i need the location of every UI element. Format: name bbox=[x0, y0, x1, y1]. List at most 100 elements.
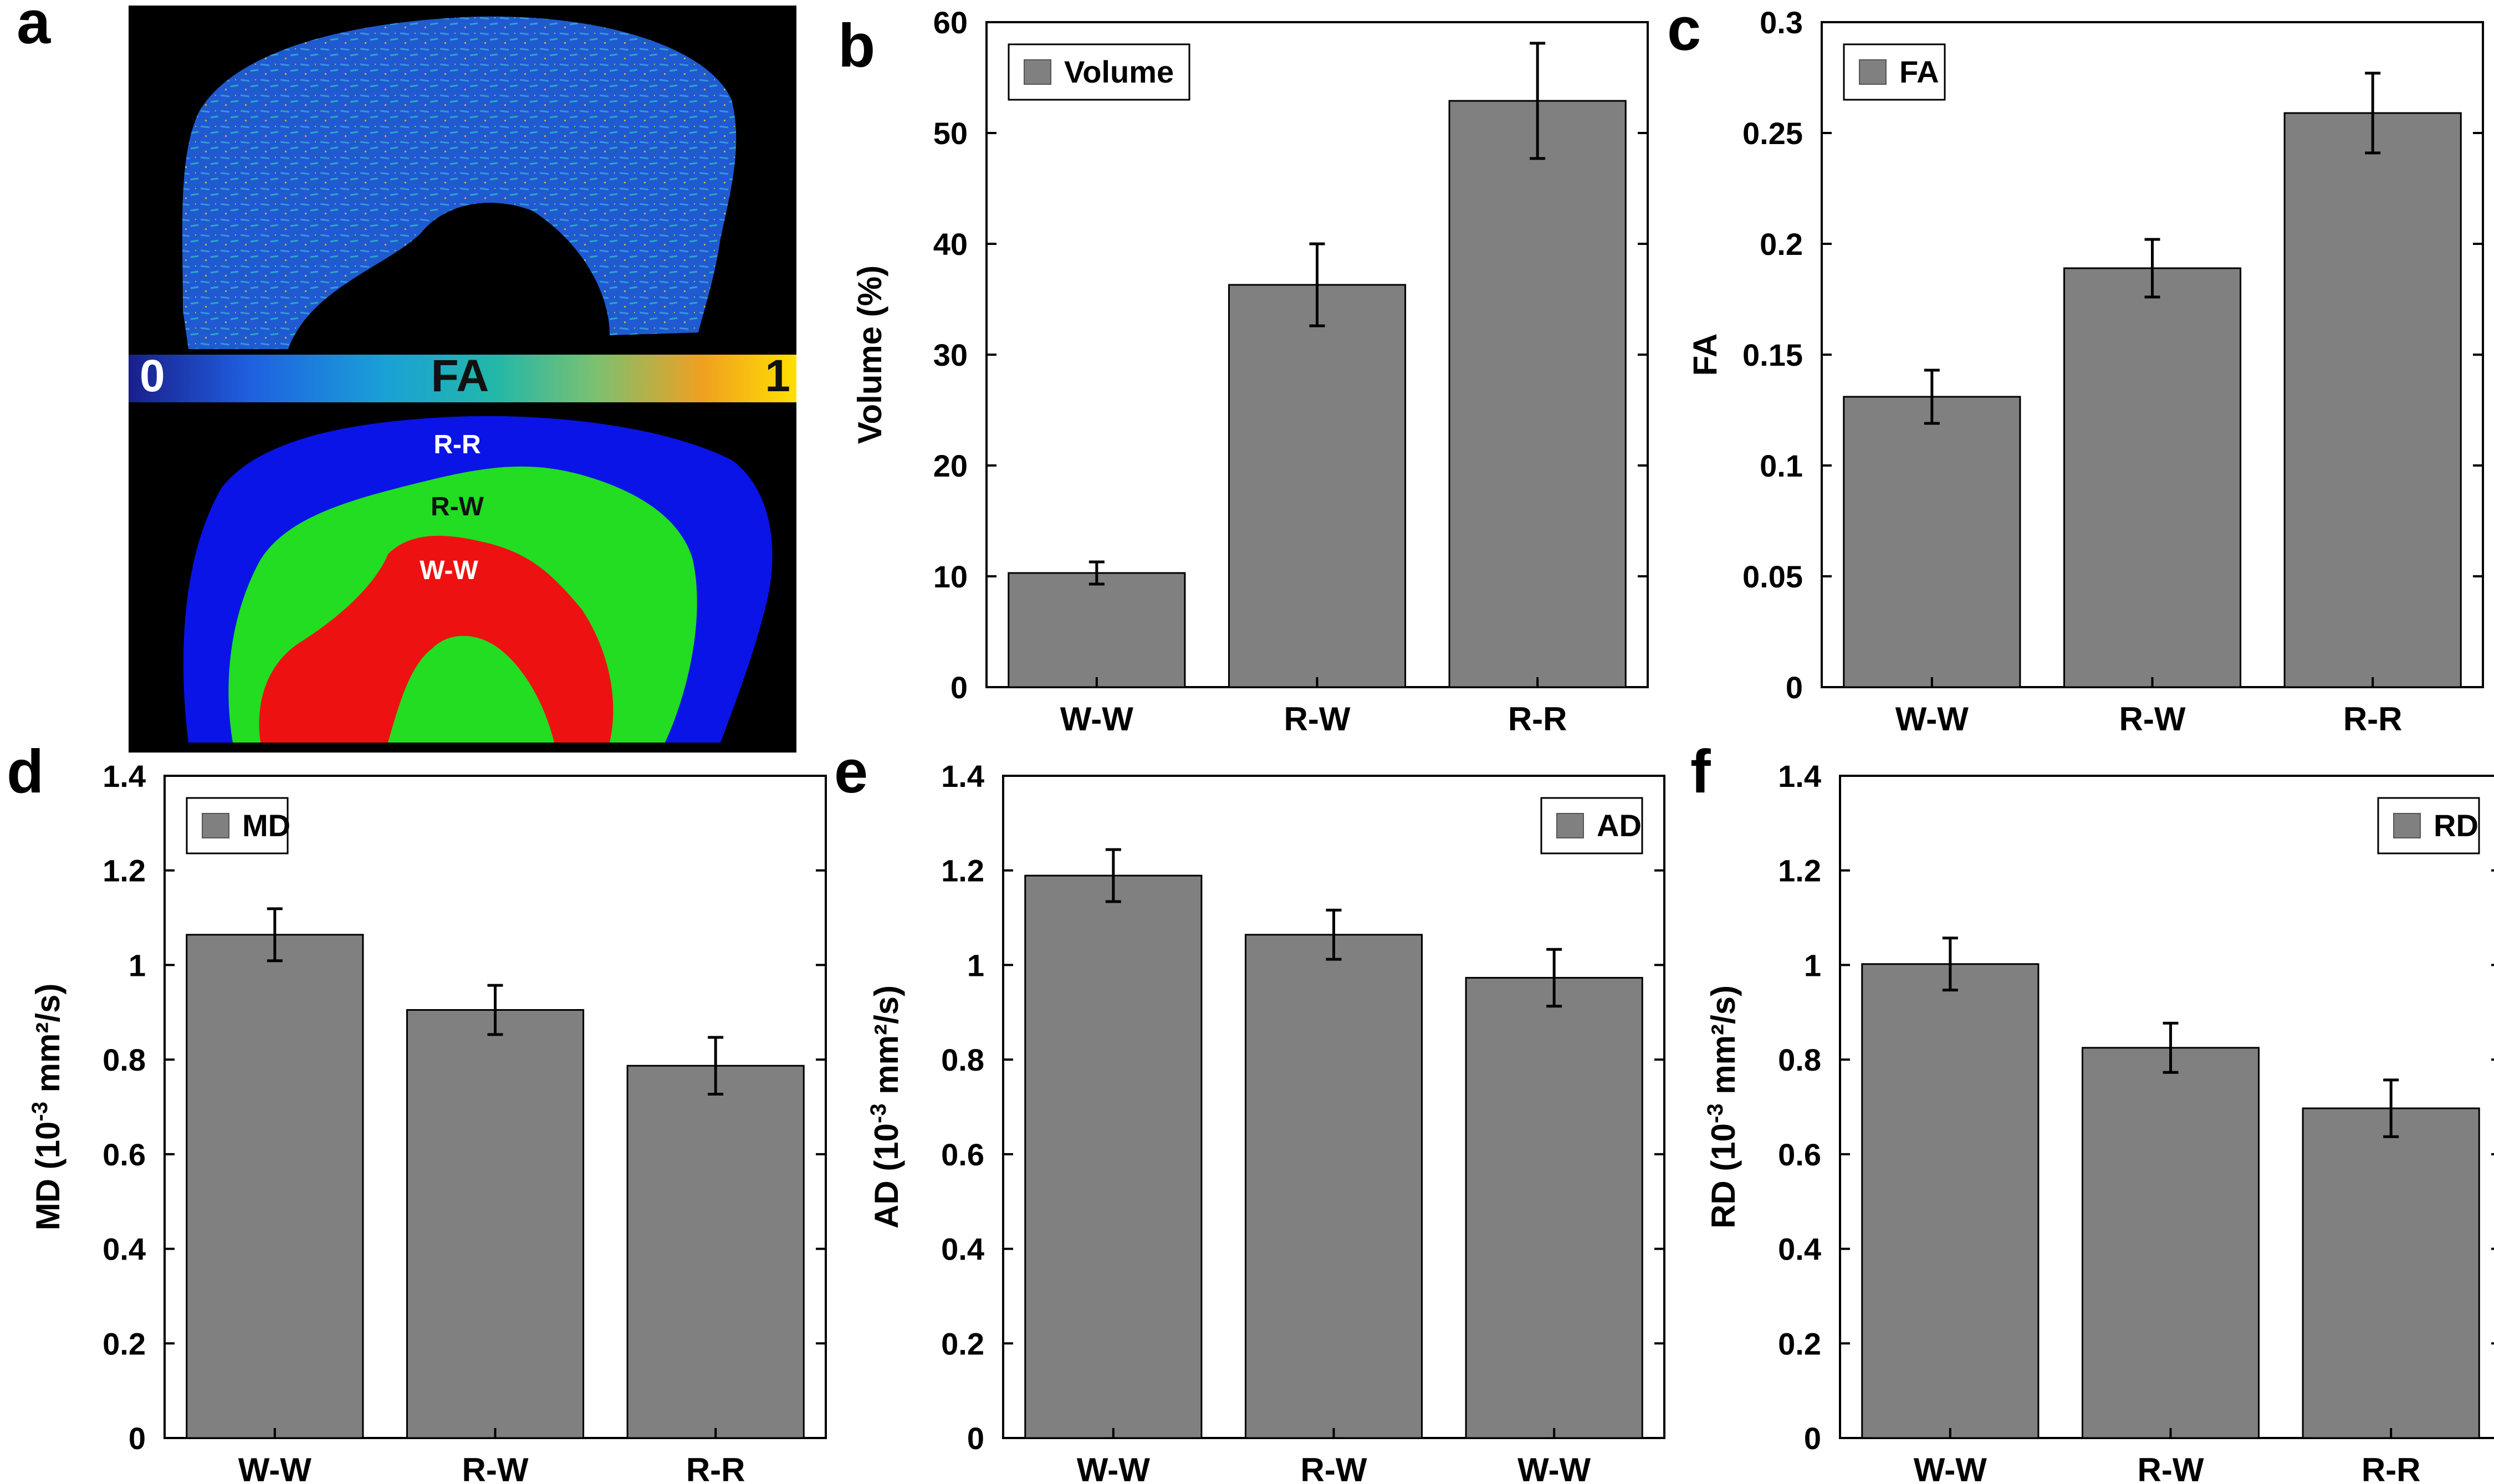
bar bbox=[406, 1009, 585, 1439]
bar bbox=[2081, 1047, 2260, 1439]
y-tick-label: 0.6 bbox=[941, 1137, 984, 1172]
legend-label: FA bbox=[1899, 54, 1939, 89]
y-tick-label: 1.2 bbox=[941, 853, 984, 888]
y-tick-label: 10 bbox=[933, 559, 968, 594]
y-tick-label: 0.15 bbox=[1742, 337, 1803, 372]
panel-label-c: c bbox=[1667, 0, 1701, 63]
x-tick-label: R-W bbox=[1284, 700, 1351, 738]
y-tick-label: 1.4 bbox=[1778, 759, 1821, 794]
legend-swatch bbox=[202, 813, 229, 838]
panel-label-a: a bbox=[17, 0, 51, 57]
panel-label-e: e bbox=[834, 738, 868, 806]
y-axis-label: RD (10-3 mm²/s) bbox=[1703, 985, 1742, 1229]
error-bar bbox=[267, 907, 283, 963]
panel-label-d: d bbox=[7, 738, 44, 806]
y-tick-label: 50 bbox=[933, 116, 968, 151]
y-tick-label: 0.2 bbox=[941, 1326, 984, 1361]
y-axis-label: FA bbox=[1686, 334, 1724, 376]
colorbar-min-label: 0 bbox=[140, 351, 165, 401]
bar bbox=[1228, 284, 1407, 688]
x-tick-label: R-R bbox=[1508, 700, 1567, 738]
x-tick-label: R-W bbox=[462, 1451, 529, 1484]
y-tick-label: 0.2 bbox=[1778, 1326, 1821, 1361]
bar bbox=[1024, 874, 1203, 1439]
y-tick-label: 40 bbox=[933, 227, 968, 262]
error-bar bbox=[487, 984, 503, 1036]
segmentation-image: R-R R-W W-W bbox=[129, 402, 796, 753]
y-tick-label: 0.6 bbox=[1778, 1137, 1821, 1172]
legend-label: Volume bbox=[1064, 54, 1174, 89]
y-tick-label: 0.2 bbox=[103, 1326, 146, 1361]
y-tick-label: 0 bbox=[950, 670, 968, 705]
error-bar bbox=[2163, 1021, 2179, 1074]
y-tick-label: 0 bbox=[1786, 670, 1803, 705]
y-tick-label: 0.05 bbox=[1742, 559, 1803, 594]
bar bbox=[2063, 267, 2242, 688]
y-tick-label: 0.2 bbox=[1760, 227, 1803, 262]
bar bbox=[1861, 963, 2040, 1439]
error-bar bbox=[1088, 560, 1105, 586]
y-tick-label: 0.8 bbox=[941, 1042, 984, 1077]
chart-d: 0 0.2 0.4 0.6 0.8 1 1.2 1.4 W-W R-W R-R MD (10-3 mm… bbox=[28, 759, 827, 1484]
bar bbox=[2302, 1107, 2480, 1439]
x-tick-label: W-W bbox=[1517, 1451, 1591, 1484]
region-label-r-w: R-W bbox=[431, 492, 484, 521]
region-label-r-r: R-R bbox=[433, 430, 481, 459]
x-tick-label: R-W bbox=[2138, 1451, 2204, 1484]
legend-swatch bbox=[2393, 813, 2421, 838]
legend-swatch bbox=[1024, 59, 1051, 85]
y-tick-label: 0.4 bbox=[1778, 1232, 1821, 1267]
y-tick-label: 0.4 bbox=[941, 1232, 984, 1267]
legend-label: RD bbox=[2434, 808, 2478, 843]
x-tick-label: W-W bbox=[1895, 700, 1969, 738]
legend: AD bbox=[1540, 797, 1643, 854]
y-axis-label-exponent: -3 bbox=[28, 1102, 52, 1122]
y-axis-label-unit: mm²/s) bbox=[868, 985, 905, 1103]
legend: Volume bbox=[1008, 43, 1190, 101]
y-tick-label: 0.8 bbox=[103, 1042, 146, 1077]
x-tick-label: W-W bbox=[1060, 700, 1133, 738]
error-bar bbox=[1546, 948, 1562, 1008]
y-tick-label: 0.1 bbox=[1760, 448, 1803, 483]
error-bar bbox=[1924, 369, 1940, 425]
legend: MD bbox=[186, 797, 290, 854]
y-tick-label: 0.4 bbox=[103, 1232, 146, 1267]
error-bar bbox=[1942, 937, 1958, 992]
error-bar bbox=[708, 1036, 724, 1096]
y-tick-label: 0.8 bbox=[1778, 1042, 1821, 1077]
y-axis-label-exponent: -3 bbox=[866, 1103, 891, 1123]
x-tick-label: R-W bbox=[2119, 700, 2186, 738]
legend: RD bbox=[2377, 797, 2480, 854]
panel-label-f: f bbox=[1690, 738, 1711, 806]
chart-e: 0 0.2 0.4 0.6 0.8 1 1.2 1.4 W-W R-W W-W AD (10-3 mm… bbox=[866, 759, 1665, 1484]
x-tick-label: R-W bbox=[1301, 1451, 1367, 1484]
x-tick-label: R-R bbox=[686, 1451, 745, 1484]
x-tick-label: W-W bbox=[1914, 1451, 1987, 1484]
y-tick-label: 0.3 bbox=[1760, 5, 1803, 40]
y-tick-label: 1.2 bbox=[103, 853, 146, 888]
colorbar-max-label: 1 bbox=[765, 351, 790, 401]
error-bar bbox=[1530, 42, 1546, 160]
bar bbox=[1843, 396, 2021, 688]
error-bar bbox=[1105, 848, 1121, 903]
y-tick-label: 0.25 bbox=[1742, 116, 1803, 151]
bar bbox=[626, 1065, 805, 1439]
y-axis-label: Volume (%) bbox=[851, 265, 888, 444]
y-tick-label: 0.6 bbox=[103, 1137, 146, 1172]
y-axis-label: AD (10-3 mm²/s) bbox=[866, 985, 905, 1229]
fa-colorbar: 0 FA 1 bbox=[129, 351, 796, 402]
y-tick-label: 1.4 bbox=[103, 759, 146, 794]
panel-label-b: b bbox=[838, 12, 875, 80]
bar bbox=[1244, 934, 1423, 1439]
y-tick-label: 1.4 bbox=[941, 759, 984, 794]
y-tick-label: 0 bbox=[129, 1421, 146, 1456]
y-tick-label: 1 bbox=[1804, 948, 1821, 982]
bar bbox=[1465, 976, 1643, 1439]
chart-c: 0 0.05 0.1 0.15 0.2 0.25 0.3 W-W R-W R-R FA FA bbox=[1686, 5, 2484, 738]
x-tick-label: R-R bbox=[2362, 1451, 2421, 1484]
error-bar bbox=[1309, 242, 1325, 327]
chart-b: 0 10 20 30 40 50 60 W-W R-W R-R Volume (%) Volume bbox=[851, 5, 1649, 738]
y-axis-label-unit: mm²/s) bbox=[1705, 985, 1742, 1103]
